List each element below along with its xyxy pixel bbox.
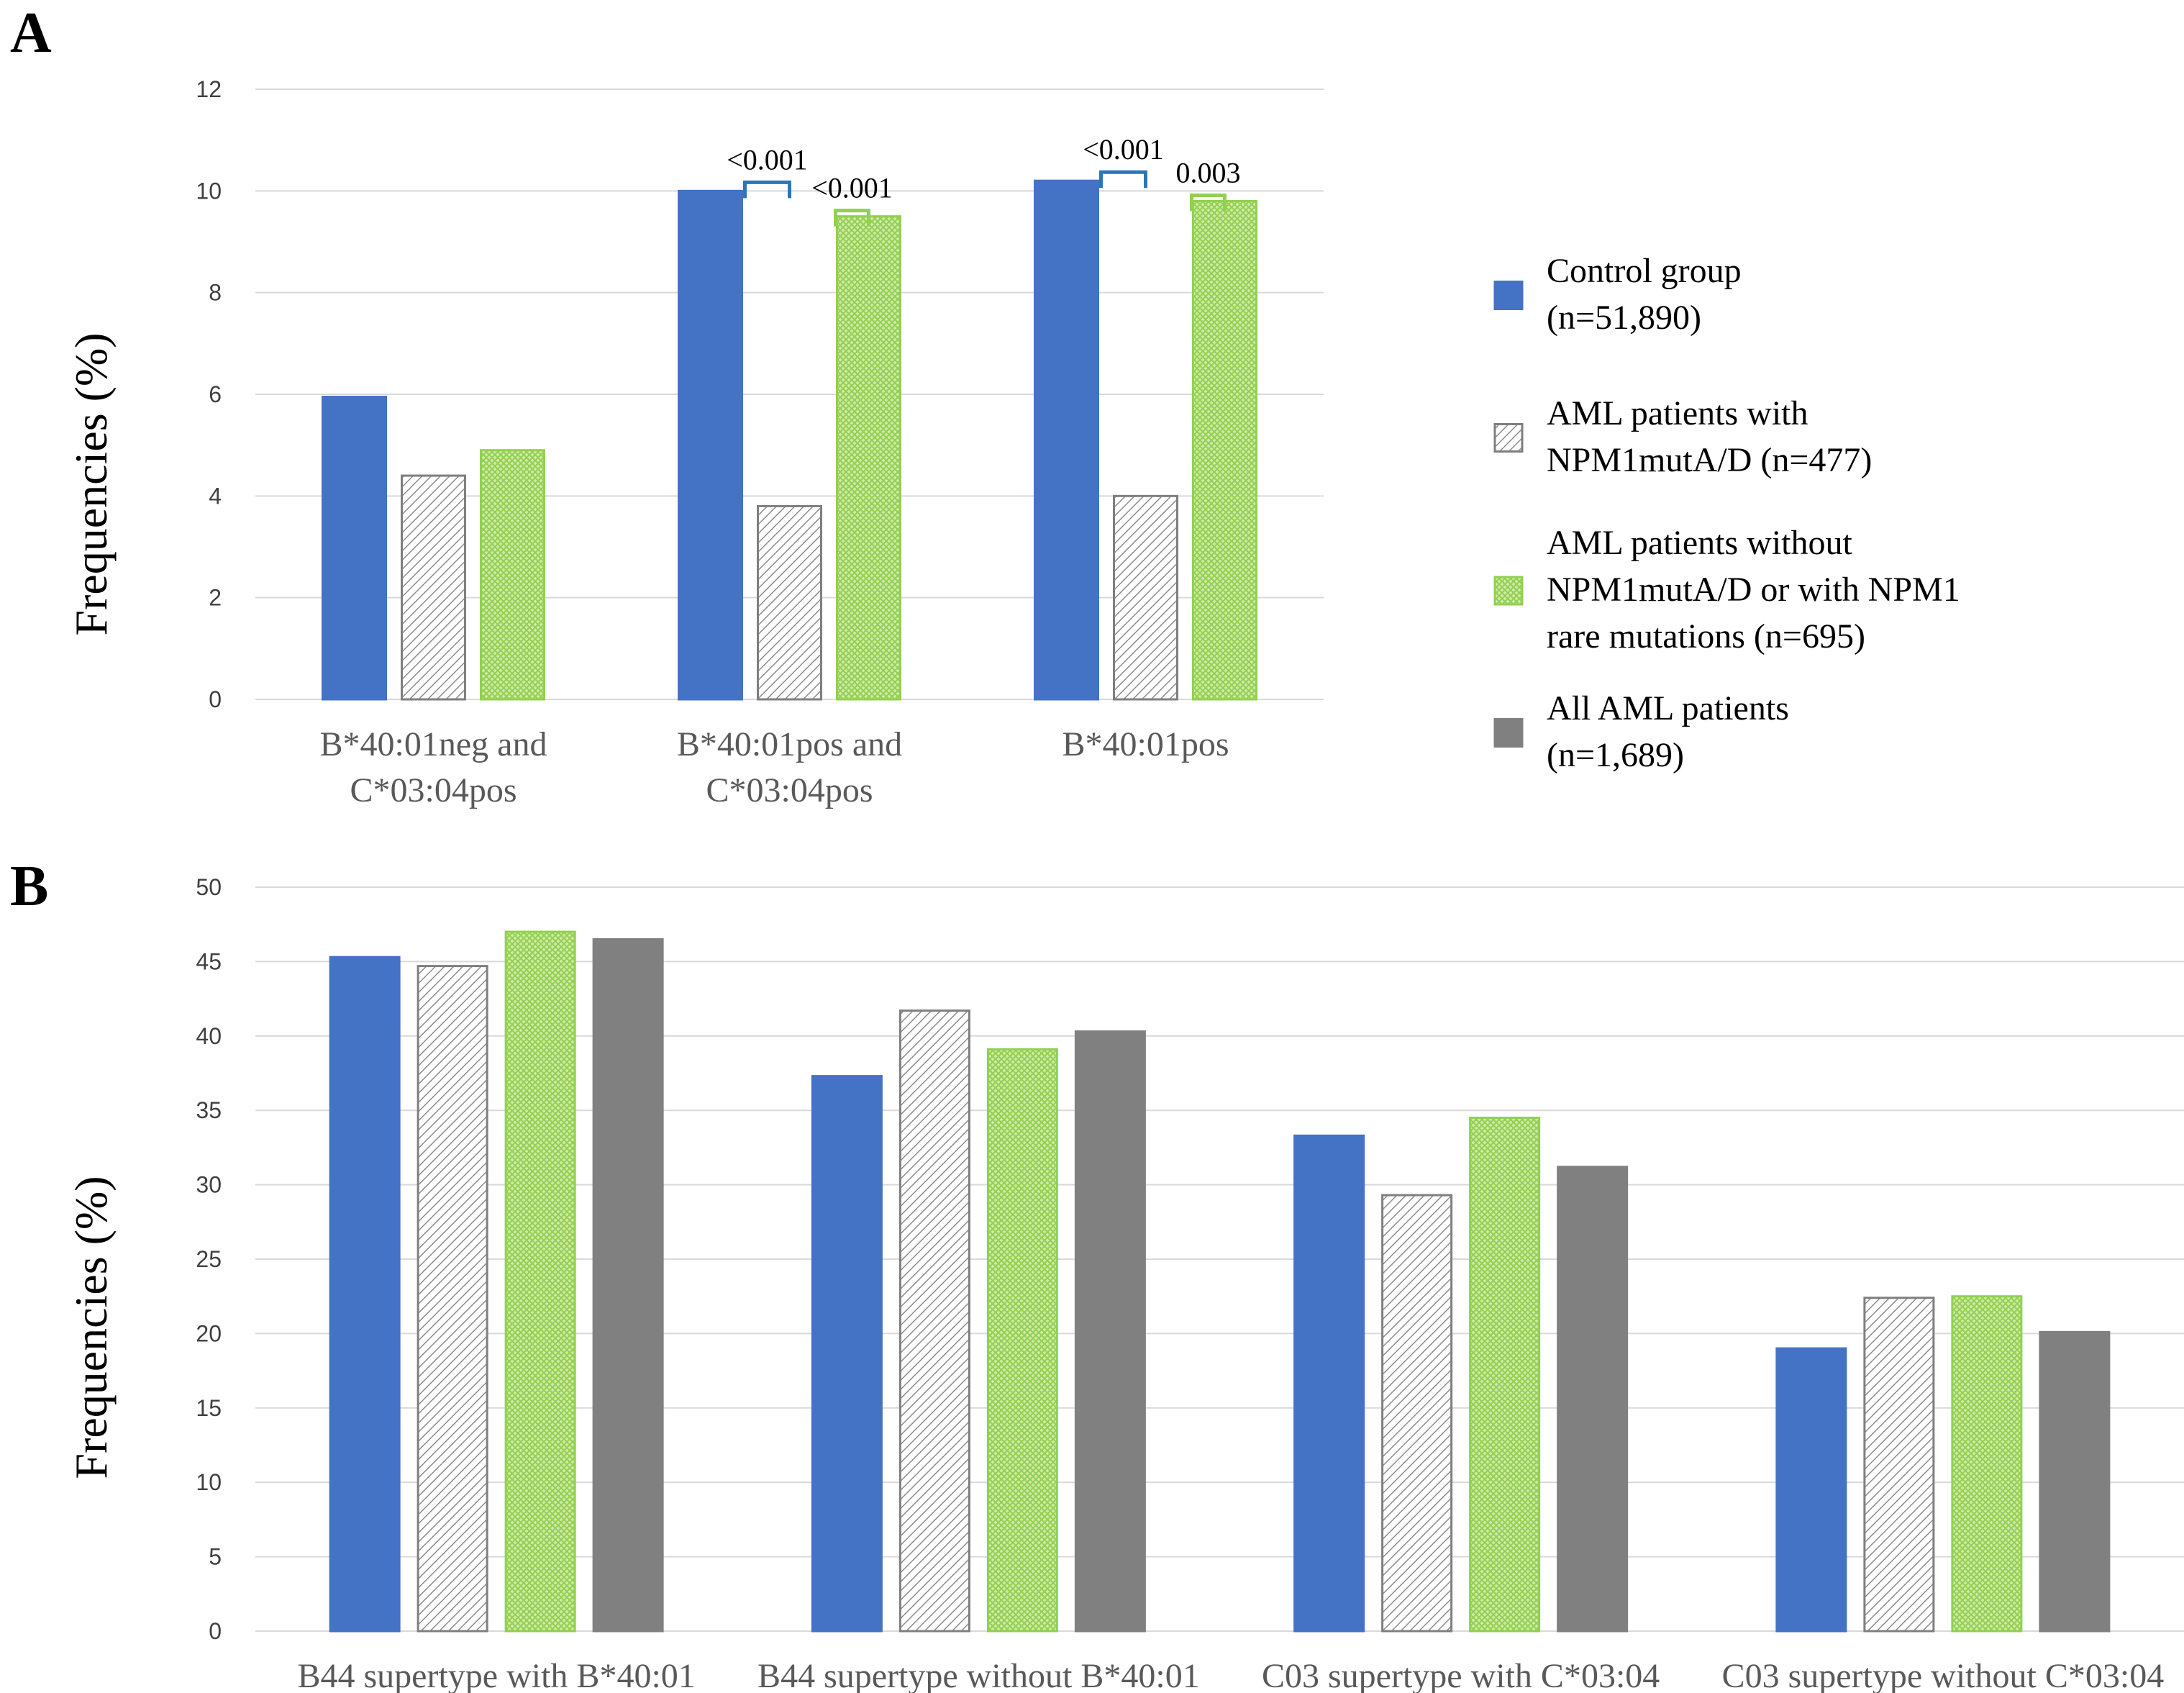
- category-label: B44 supertype with B*40:01: [297, 1657, 695, 1693]
- bar-control-1: [811, 1075, 883, 1633]
- p-value-label: <0.001: [1083, 133, 1164, 165]
- category-label: C03 supertype with C*03:04: [1262, 1657, 1660, 1693]
- panel-a-categories: B*40:01neg and C*03:04pos B*40:01pos and C*…: [320, 725, 1229, 809]
- bar-without-2: [1469, 1117, 1541, 1633]
- panel-a-y-ticks: 0 2 4 6 8 10 12: [196, 76, 222, 712]
- y-tick-label: 12: [196, 76, 222, 102]
- legend-label: NPM1mutA/D or with NPM1: [1547, 571, 1960, 609]
- panel-a-y-axis-label: Frequencies (%): [65, 332, 117, 635]
- bar-without-2: [1192, 199, 1257, 701]
- panel-b-bars: [329, 930, 2111, 1633]
- panel-b-y-ticks: 0 5 10 15 20 25 30 35 40 45 50: [196, 874, 222, 1644]
- panel-b: B 0 5 10 15 20 25 30 35 40 45 50 B44 supertype wit…: [10, 855, 2184, 1693]
- panel-b-letter: B: [10, 855, 48, 918]
- bar-npm1-0: [401, 474, 466, 701]
- bar-all-2: [1557, 1166, 1629, 1633]
- legend-label: AML patients with: [1547, 394, 1808, 432]
- bar-all-0: [592, 938, 664, 1633]
- y-tick-label: 25: [196, 1246, 222, 1272]
- bar-control-3: [1775, 1347, 1847, 1633]
- y-tick-label: 10: [196, 178, 222, 204]
- category-label: B44 supertype without B*40:01: [757, 1657, 1200, 1693]
- bar-without-3: [1951, 1295, 2023, 1633]
- bar-without-0: [480, 449, 545, 701]
- significance-bracket: [1190, 193, 1227, 212]
- category-label: B*40:01pos: [1062, 725, 1229, 763]
- bar-control-2: [1293, 1134, 1365, 1633]
- category-label: B*40:01pos and: [677, 725, 902, 763]
- category-label: C*03:04pos: [706, 771, 873, 809]
- y-tick-label: 4: [209, 483, 222, 509]
- y-tick-label: 5: [209, 1544, 222, 1570]
- y-tick-label: 50: [196, 874, 222, 900]
- legend-label: All AML patients: [1547, 689, 1789, 727]
- legend: Control group (n=51,890) AML patients with…: [1493, 252, 1960, 774]
- panel-b-y-axis-label: Frequencies (%): [65, 1176, 117, 1479]
- y-tick-label: 0: [209, 686, 222, 712]
- bar-without-1: [986, 1048, 1058, 1633]
- panel-b-grid: [255, 886, 2184, 1632]
- bar-npm1-1: [757, 504, 822, 701]
- category-label: C*03:04pos: [350, 771, 517, 809]
- y-tick-label: 20: [196, 1320, 222, 1346]
- y-tick-label: 15: [196, 1395, 222, 1421]
- p-value-label: 0.003: [1176, 156, 1241, 189]
- bar-all-1: [1074, 1030, 1146, 1633]
- category-label: B*40:01neg and: [320, 725, 547, 763]
- y-tick-label: 8: [209, 280, 222, 306]
- y-tick-label: 45: [196, 948, 222, 974]
- bar-npm1-1: [898, 1009, 970, 1633]
- legend-swatch-all: [1493, 718, 1524, 748]
- significance-bracket: [834, 209, 870, 227]
- y-tick-label: 30: [196, 1172, 222, 1198]
- panel-a-bars: [322, 179, 1257, 701]
- bar-all-3: [2039, 1330, 2111, 1633]
- bar-npm1-0: [417, 965, 488, 1633]
- bar-control-0: [329, 956, 401, 1633]
- y-tick-label: 40: [196, 1023, 222, 1049]
- p-value-label: <0.001: [727, 143, 808, 176]
- legend-label: NPM1mutA/D (n=477): [1547, 441, 1872, 479]
- panel-a-letter: A: [10, 1, 52, 65]
- p-value-label: <0.001: [811, 172, 893, 204]
- legend-swatch-npm1: [1493, 423, 1524, 453]
- y-tick-label: 2: [209, 585, 222, 611]
- bar-without-1: [836, 215, 901, 701]
- y-tick-label: 6: [209, 381, 222, 407]
- category-label: C03 supertype without C*03:04: [1722, 1657, 2165, 1693]
- y-tick-label: 10: [196, 1469, 222, 1495]
- panel-b-categories: B44 supertype with B*40:01 B44 supertype …: [297, 1657, 2164, 1693]
- bar-npm1-2: [1113, 494, 1178, 701]
- legend-label: AML patients without: [1547, 524, 1853, 562]
- y-tick-label: 35: [196, 1097, 222, 1123]
- legend-label: (n=51,890): [1547, 299, 1701, 337]
- legend-swatch-without: [1493, 576, 1524, 606]
- legend-label: Control group: [1547, 252, 1742, 290]
- y-tick-label: 0: [209, 1618, 222, 1644]
- significance-bracket: [1099, 170, 1147, 189]
- significance-bracket: [743, 180, 791, 199]
- legend-label: rare mutations (n=695): [1547, 617, 1865, 655]
- bar-without-0: [504, 930, 576, 1633]
- legend-label: (n=1,689): [1547, 736, 1684, 774]
- bar-npm1-3: [1863, 1297, 1935, 1633]
- bar-control-0: [322, 396, 387, 701]
- legend-swatch-control: [1493, 281, 1524, 310]
- bar-npm1-2: [1381, 1194, 1453, 1633]
- bar-control-2: [1034, 179, 1099, 701]
- bar-control-1: [678, 189, 743, 701]
